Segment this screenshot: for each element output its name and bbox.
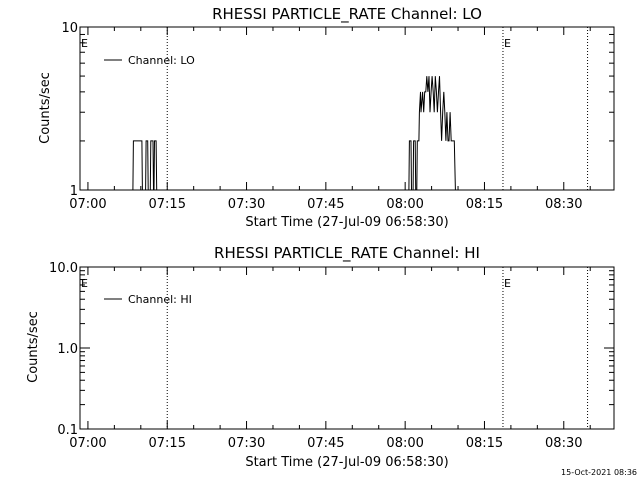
x-tick-label: 07:30 — [228, 197, 265, 212]
x-tick-label: 08:00 — [386, 436, 423, 451]
y-ticks-hi: 0.1 1.0 10.0 — [49, 261, 614, 438]
x-tick-label: 08:30 — [545, 197, 582, 212]
legend-hi: Channel: HI — [104, 293, 192, 306]
x-axis-label-hi: Start Time (27-Jul-09 06:58:30) — [245, 455, 448, 470]
y-axis-label-lo: Counts/sec — [38, 72, 53, 144]
footer-timestamp: 15-Oct-2021 08:36 — [561, 468, 637, 477]
annotation-label: E — [81, 37, 88, 50]
legend-label-hi: Channel: HI — [128, 293, 192, 306]
y-tick-label: 10 — [61, 21, 78, 36]
x-tick-label: 07:45 — [307, 436, 344, 451]
x-tick-label: 08:30 — [545, 436, 582, 451]
x-ticks-hi: 07:00 07:15 07:30 07:45 08:00 08:15 08:30 — [69, 267, 591, 451]
chart-title-lo: RHESSI PARTICLE_RATE Channel: LO — [212, 5, 482, 24]
x-tick-label: 07:30 — [228, 436, 265, 451]
x-tick-label: 08:15 — [466, 197, 503, 212]
x-axis-label-lo: Start Time (27-Jul-09 06:58:30) — [245, 215, 448, 230]
x-tick-label: 07:45 — [307, 197, 344, 212]
x-ticks-lo: 07:00 07:15 07:30 07:45 08:00 08:15 08:30 — [69, 27, 591, 212]
y-ticks-lo: 1 10 — [61, 21, 614, 199]
series-lo — [132, 76, 460, 191]
x-tick-label: 07:15 — [149, 197, 186, 212]
y-tick-label: 0.1 — [57, 423, 78, 438]
chart-title-hi: RHESSI PARTICLE_RATE Channel: HI — [214, 244, 480, 263]
y-tick-label: 1 — [70, 184, 78, 199]
annotation-label: E — [504, 277, 511, 290]
legend-label-lo: Channel: LO — [128, 54, 195, 67]
x-tick-label: 07:00 — [69, 197, 106, 212]
legend-lo: Channel: LO — [104, 54, 195, 67]
series-line — [132, 76, 460, 191]
panel-lo: RHESSI PARTICLE_RATE Channel: LO Counts/… — [38, 5, 615, 230]
marker-lines-lo — [166, 27, 589, 190]
y-tick-label: 10.0 — [49, 261, 78, 276]
annotation-label: E — [504, 37, 511, 50]
x-tick-label: 08:15 — [466, 436, 503, 451]
marker-lines-hi — [166, 267, 589, 429]
x-tick-label: 08:00 — [386, 197, 423, 212]
y-axis-label-hi: Counts/sec — [26, 311, 41, 383]
y-tick-label: 1.0 — [57, 342, 78, 357]
x-tick-label: 07:15 — [149, 436, 186, 451]
panel-hi: RHESSI PARTICLE_RATE Channel: HI Counts/… — [26, 244, 615, 470]
annotation-label: E — [81, 277, 88, 290]
x-tick-label: 07:00 — [69, 436, 106, 451]
